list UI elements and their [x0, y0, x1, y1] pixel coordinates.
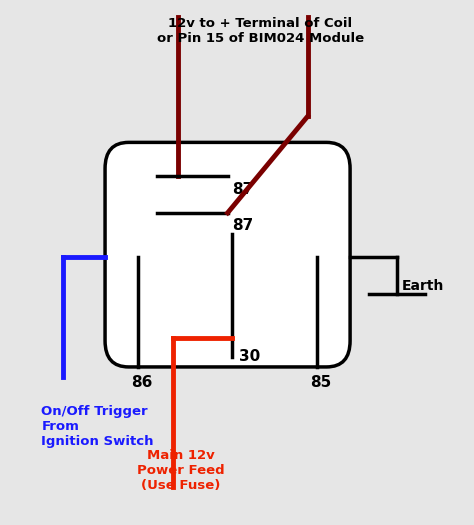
- Text: 87: 87: [232, 182, 254, 196]
- Text: Earth: Earth: [402, 279, 444, 293]
- Text: 12v to + Terminal of Coil
or Pin 15 of BIM024 Module: 12v to + Terminal of Coil or Pin 15 of B…: [157, 17, 364, 45]
- Text: 87: 87: [232, 218, 254, 233]
- Text: 86: 86: [131, 375, 152, 390]
- Text: 30: 30: [239, 349, 261, 364]
- FancyBboxPatch shape: [105, 142, 350, 367]
- Text: 85: 85: [310, 375, 331, 390]
- Text: On/Off Trigger
From
Ignition Switch: On/Off Trigger From Ignition Switch: [41, 405, 154, 448]
- Text: Main 12v
Power Feed
(Use Fuse): Main 12v Power Feed (Use Fuse): [137, 449, 224, 492]
